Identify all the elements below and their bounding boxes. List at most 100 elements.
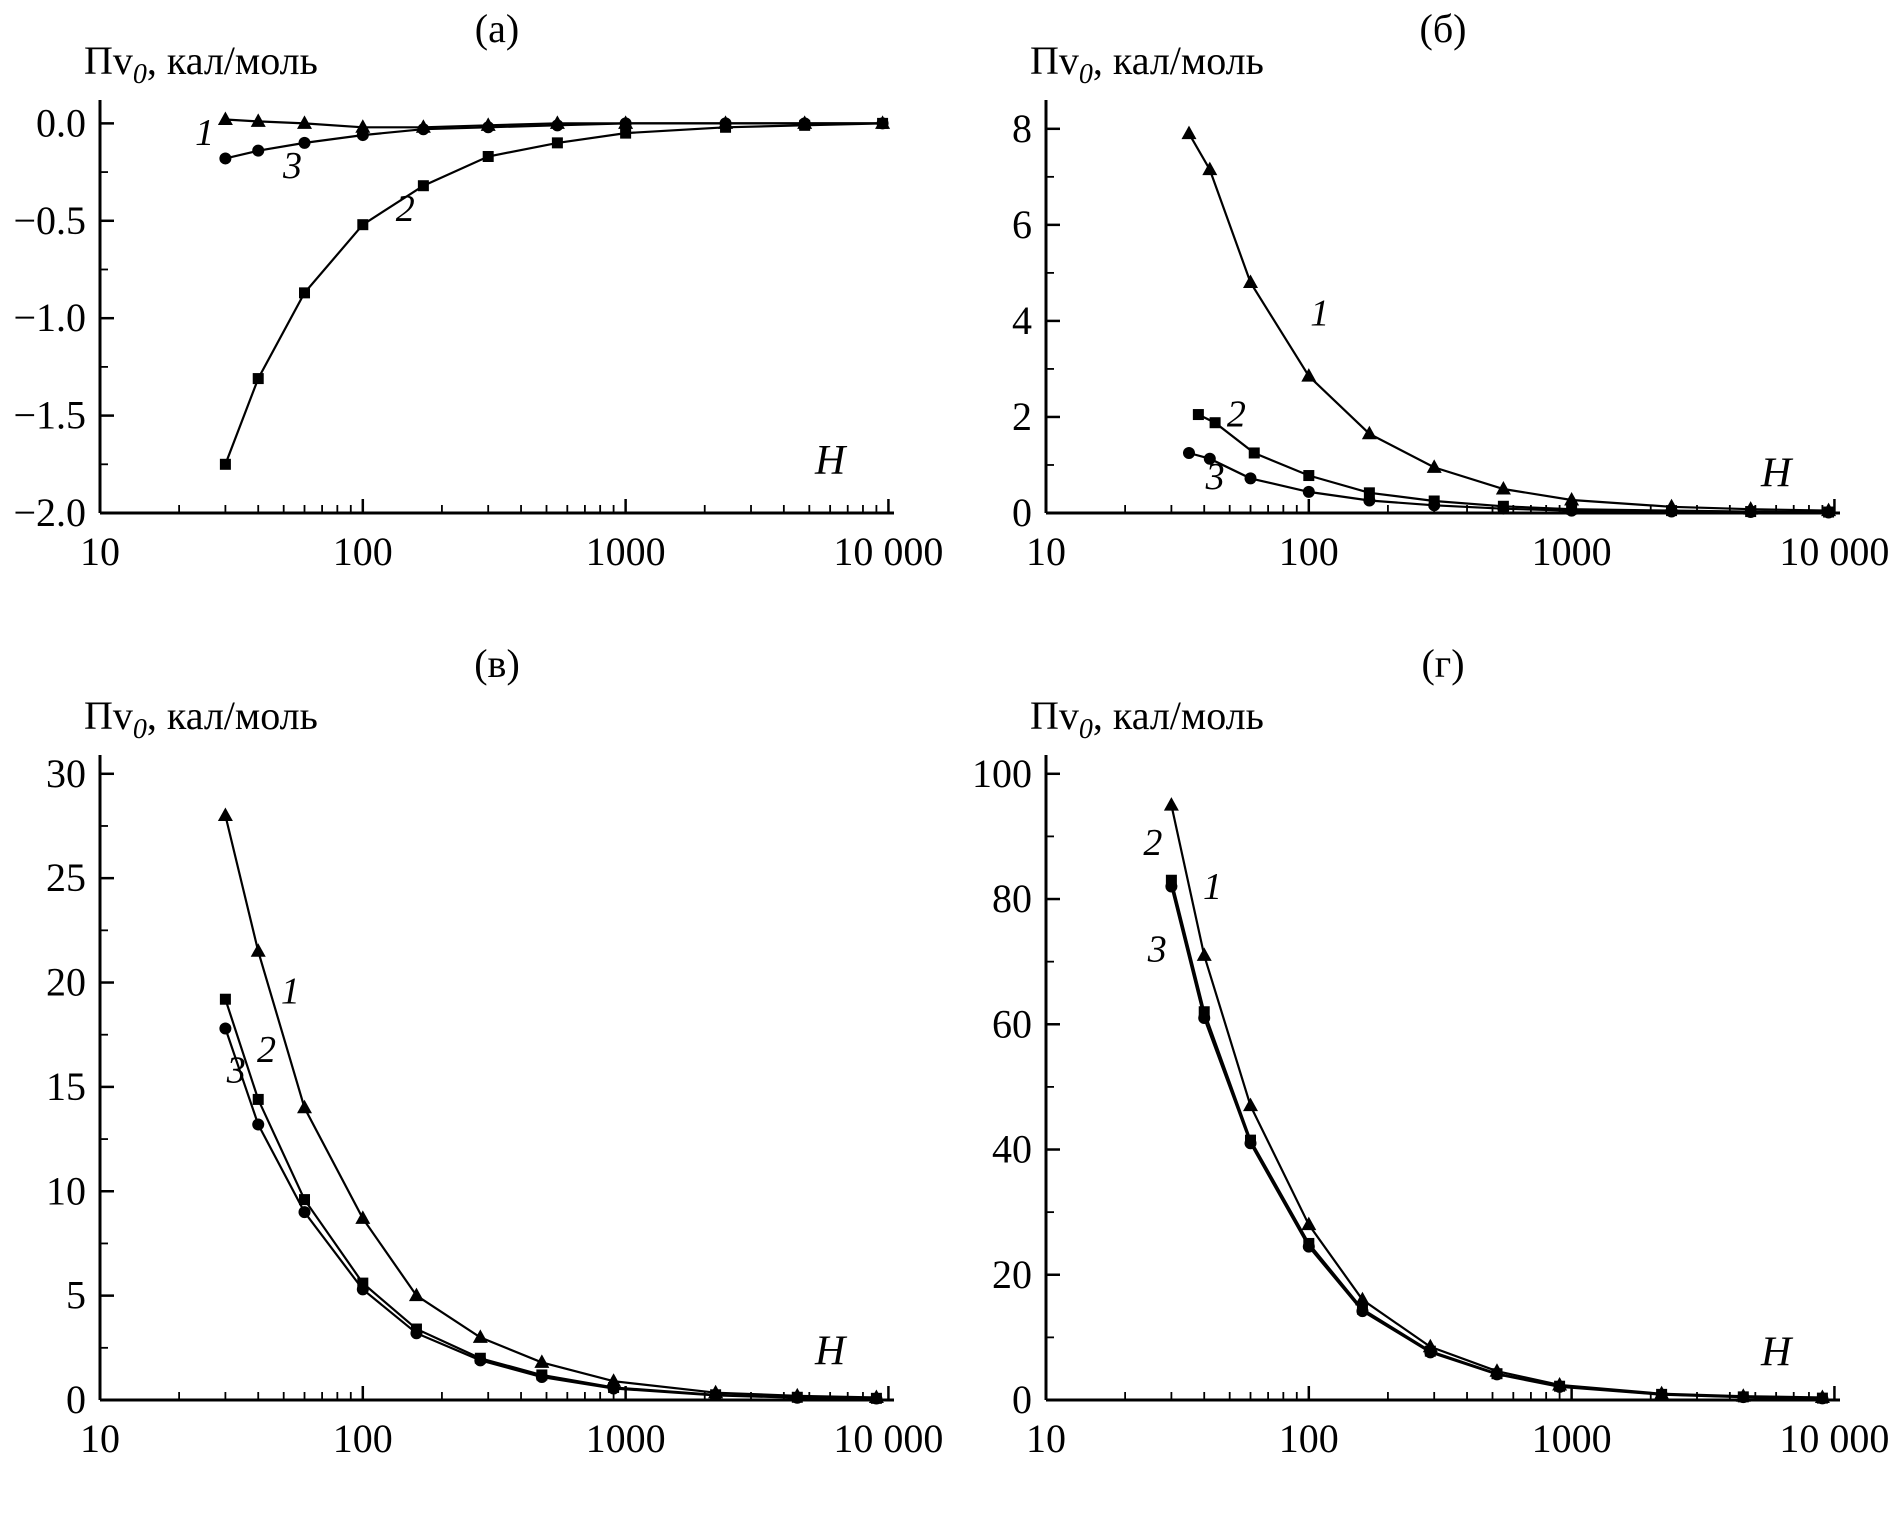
series-2-square-marker bbox=[551, 137, 563, 149]
x-axis-variable-label: H bbox=[814, 438, 848, 484]
x-tick-label: 10 000 bbox=[833, 529, 943, 574]
series-3-circle-marker bbox=[1165, 880, 1178, 893]
series-2-square-marker bbox=[1303, 470, 1315, 482]
series-3-circle-marker bbox=[1665, 505, 1678, 518]
series-2-square-marker bbox=[1192, 409, 1204, 421]
series-2-line bbox=[224, 122, 883, 465]
x-tick-label: 10 000 bbox=[1779, 529, 1889, 574]
y-tick-label: −2.0 bbox=[13, 490, 86, 535]
series-1-triangle-marker bbox=[1301, 368, 1317, 382]
series-2-square-marker bbox=[1165, 874, 1177, 886]
series-3-circle-marker bbox=[535, 1371, 548, 1384]
x-tick-label: 100 bbox=[333, 1416, 393, 1461]
series-3-circle-marker bbox=[798, 117, 811, 130]
x-tick-label: 1000 bbox=[1532, 1416, 1612, 1461]
series-3-circle-marker bbox=[1356, 1305, 1369, 1318]
series-1-triangle-marker bbox=[1354, 1291, 1370, 1306]
series-3-circle-marker bbox=[1244, 472, 1257, 485]
y-tick-label: 2 bbox=[1012, 394, 1032, 439]
series-3-circle-marker bbox=[298, 136, 311, 149]
y-tick-label: 0.0 bbox=[36, 100, 86, 145]
series-1-triangle-marker bbox=[1243, 1097, 1259, 1112]
series-1-triangle-marker bbox=[1426, 459, 1442, 473]
series-3-circle-marker bbox=[607, 1382, 620, 1395]
series-2-square-marker bbox=[1363, 487, 1375, 499]
y-tick-label: −0.5 bbox=[13, 198, 86, 243]
panel-label: (б) bbox=[1420, 6, 1467, 51]
series-2-line bbox=[1197, 413, 1829, 514]
panel-label: (г) bbox=[1421, 641, 1464, 686]
y-tick-label: 8 bbox=[1012, 106, 1032, 151]
series-1-triangle-marker bbox=[250, 113, 266, 127]
series-1-triangle-marker bbox=[250, 943, 266, 957]
series-3-line bbox=[224, 1028, 877, 1400]
series-3-circle-marker bbox=[1424, 1346, 1437, 1359]
series-1-line bbox=[1170, 804, 1823, 1399]
y-tick-label: 100 bbox=[972, 751, 1032, 796]
series-3-circle-marker bbox=[1302, 485, 1315, 498]
y-tick-label: 6 bbox=[1012, 202, 1032, 247]
y-tick-label: 30 bbox=[46, 751, 86, 796]
x-tick-label: 10 bbox=[1026, 1416, 1066, 1461]
x-tick-label: 1000 bbox=[586, 529, 666, 574]
series-1-triangle-marker bbox=[1196, 947, 1212, 961]
curve-label-3: 3 bbox=[1205, 456, 1225, 498]
x-tick-label: 1000 bbox=[586, 1416, 666, 1461]
x-tick-label: 10 bbox=[80, 1416, 120, 1461]
chart-g-svg: (г) Пv0, кал/моль 10 100 1000 10 000 0 20 40 60 80… bbox=[972, 641, 1889, 1461]
y-tick-label: 5 bbox=[66, 1273, 86, 1318]
series-2-square-marker bbox=[482, 150, 494, 162]
panel-v: (в) Пv0, кал/моль 10 100 1000 10 000 0 5 10 15 20 2… bbox=[0, 615, 946, 1526]
series-1-triangle-marker bbox=[355, 1210, 371, 1224]
series-3-circle-marker bbox=[1822, 506, 1835, 519]
x-axis-variable-label: H bbox=[1760, 451, 1794, 497]
series-1-triangle-marker bbox=[408, 1287, 424, 1302]
series-3-circle-marker bbox=[1553, 1380, 1566, 1393]
panel-b: (б) Пv0, кал/моль 10 100 1000 10 000 0 2 4 6 8 1 2 3 H bbox=[946, 0, 1892, 615]
series-3-circle-marker bbox=[791, 1391, 804, 1404]
series-2-square-marker bbox=[1209, 417, 1221, 429]
x-tick-label: 100 bbox=[1279, 1416, 1339, 1461]
series-2-square-marker bbox=[1198, 1006, 1210, 1018]
series-1-triangle-marker bbox=[1301, 1216, 1317, 1231]
series-3-circle-marker bbox=[219, 152, 232, 165]
x-axis-variable-label: H bbox=[1760, 1330, 1794, 1376]
series-3-circle-marker bbox=[1490, 1368, 1503, 1381]
series-1-triangle-marker bbox=[1243, 274, 1259, 288]
series-3-circle-marker bbox=[252, 144, 265, 157]
series-2-square-marker bbox=[1248, 447, 1260, 459]
panel-a: (а) Пv0, кал/моль 10 100 1000 10 000 0.0 −0.5 −1… bbox=[0, 0, 946, 615]
panel-g: (г) Пv0, кал/моль 10 100 1000 10 000 0 20 40 60 80… bbox=[946, 615, 1892, 1526]
y-axis-title: Пv0, кал/моль bbox=[84, 693, 318, 745]
series-1-triangle-marker bbox=[217, 807, 233, 822]
series-3-circle-marker bbox=[474, 1354, 487, 1367]
y-tick-label: 0 bbox=[1012, 1377, 1032, 1422]
series-3-circle-marker bbox=[252, 1118, 265, 1131]
series-3-circle-marker bbox=[709, 1389, 722, 1402]
series-3-circle-marker bbox=[1302, 1240, 1315, 1253]
series-3-circle-marker bbox=[1655, 1388, 1668, 1401]
series-3-circle-marker bbox=[876, 117, 889, 130]
series-3-circle-marker bbox=[1816, 1392, 1829, 1405]
series-3-circle-marker bbox=[1182, 446, 1195, 459]
series-1-triangle-marker bbox=[472, 1329, 488, 1343]
series-2-square-marker bbox=[219, 458, 231, 470]
series-1-triangle-marker bbox=[355, 119, 371, 133]
series-2-square-marker bbox=[620, 127, 632, 139]
series-2-square-marker bbox=[252, 373, 264, 385]
series-2-square-marker bbox=[299, 287, 311, 299]
curve-label-1: 1 bbox=[195, 112, 214, 154]
x-axis-variable-label: H bbox=[814, 1329, 848, 1375]
series-2-line bbox=[224, 998, 877, 1400]
series-1-triangle-marker bbox=[534, 1354, 550, 1368]
curve-label-2: 2 bbox=[1227, 394, 1246, 436]
y-tick-label: 60 bbox=[992, 1001, 1032, 1046]
curve-label-3: 3 bbox=[226, 1050, 246, 1092]
series-1-triangle-marker bbox=[217, 111, 233, 125]
y-axis-title: Пv0, кал/моль bbox=[1030, 38, 1264, 90]
curve-label-2: 2 bbox=[257, 1029, 276, 1071]
curve-label-3: 3 bbox=[1147, 929, 1167, 971]
y-tick-label: 25 bbox=[46, 855, 86, 900]
curve-label-3: 3 bbox=[282, 145, 302, 187]
